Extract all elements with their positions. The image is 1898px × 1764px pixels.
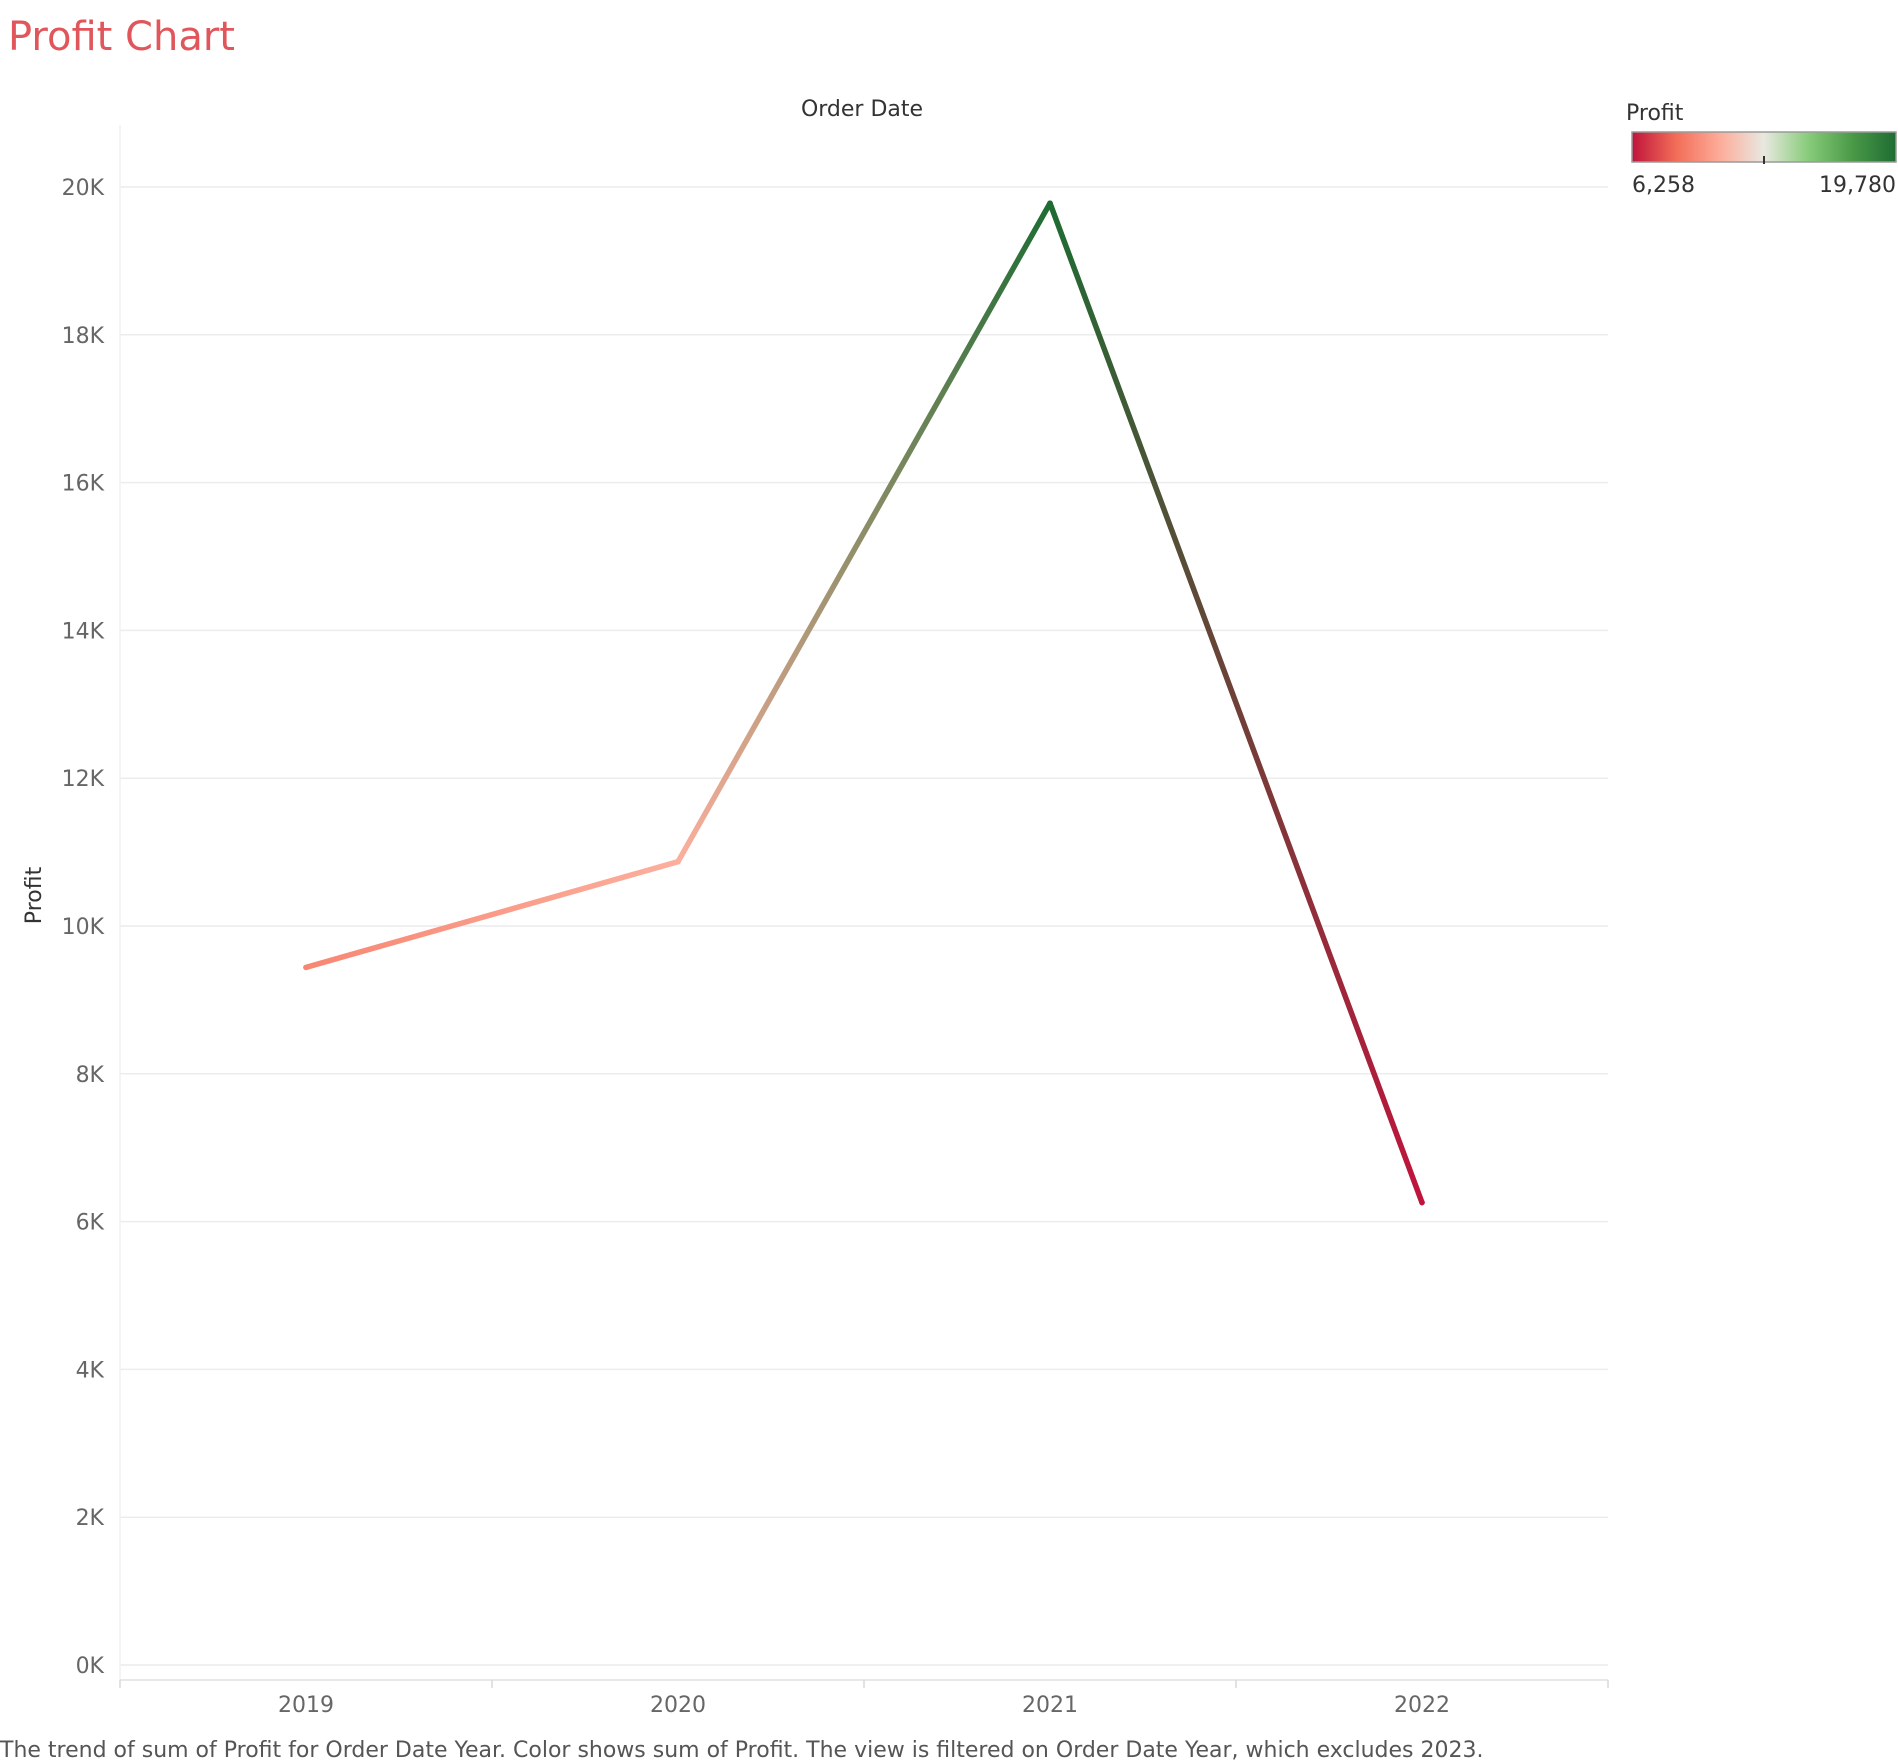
- legend-title: Profit: [1626, 101, 1684, 126]
- y-tick-label: 6K: [76, 1211, 105, 1236]
- grid-lines: [120, 186, 1608, 1666]
- y-tick-label: 12K: [62, 767, 105, 792]
- x-tick-label: 2019: [278, 1693, 334, 1718]
- legend-max-label: 19,780: [1819, 173, 1896, 198]
- y-tick-label: 2K: [76, 1506, 105, 1531]
- legend-min-label: 6,258: [1632, 173, 1695, 198]
- y-tick-label: 16K: [62, 472, 105, 497]
- x-axis-header: Order Date: [801, 97, 923, 122]
- y-tick-label: 20K: [62, 176, 105, 201]
- x-tick-label: 2022: [1394, 1693, 1450, 1718]
- y-tick-label: 8K: [76, 1063, 105, 1088]
- data-point-2020[interactable]: [675, 858, 681, 865]
- y-tick-label: 0K: [76, 1654, 105, 1679]
- chart-title: Profit Chart: [8, 14, 235, 60]
- line-segment-2020-2021: [675, 200, 1053, 865]
- y-tick-label: 14K: [62, 619, 105, 644]
- data-point-2022[interactable]: [1419, 1199, 1425, 1206]
- series-line: [303, 200, 1425, 1206]
- color-legend: Profit 6,258 19,780: [1626, 101, 1897, 198]
- y-tick-label: 10K: [62, 915, 105, 940]
- y-tick-label: 4K: [76, 1358, 105, 1383]
- axes: 0K 2K 4K 6K 8K 10K 12K 14K 16K 18K 20K 2019 2020 2021…: [22, 97, 1609, 1718]
- y-axis-title: Profit: [22, 866, 47, 924]
- data-point-2021[interactable]: [1047, 200, 1053, 207]
- x-tick-label: 2020: [650, 1693, 706, 1718]
- line-segment-2019-2020: [303, 858, 681, 971]
- line-segment-2021-2022: [1047, 200, 1425, 1206]
- chart-caption: The trend of sum of Profit for Order Dat…: [0, 1738, 1484, 1763]
- data-point-2019[interactable]: [303, 964, 309, 971]
- y-tick-label: 18K: [62, 324, 105, 349]
- x-tick-label: 2021: [1022, 1693, 1078, 1718]
